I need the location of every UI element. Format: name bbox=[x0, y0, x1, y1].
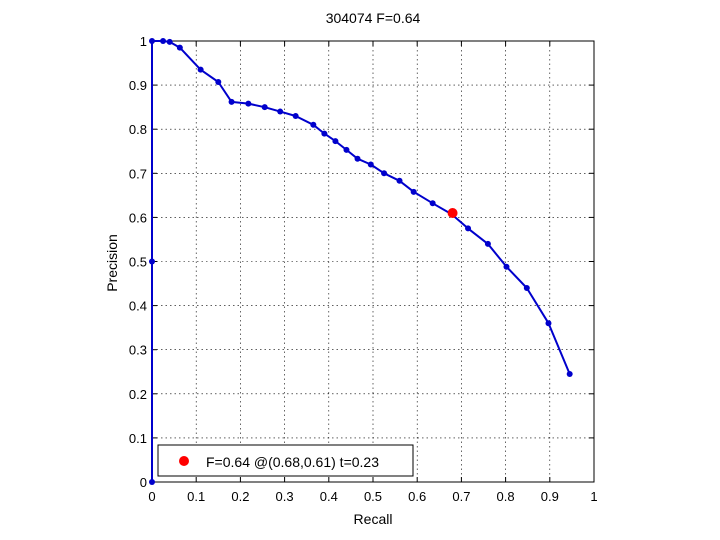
best-f-point bbox=[447, 207, 458, 218]
data-point bbox=[277, 108, 284, 115]
data-point bbox=[332, 138, 339, 145]
data-point bbox=[465, 225, 472, 232]
data-point bbox=[215, 79, 222, 86]
data-point bbox=[160, 38, 167, 44]
data-point bbox=[484, 240, 491, 247]
data-point bbox=[245, 100, 252, 107]
data-point bbox=[149, 258, 155, 265]
x-tick-label: 0.9 bbox=[541, 489, 559, 504]
y-tick-label: 0.9 bbox=[129, 78, 147, 93]
data-point bbox=[523, 284, 530, 291]
y-tick-label: 0.7 bbox=[129, 166, 147, 181]
data-point bbox=[310, 121, 317, 128]
data-point bbox=[149, 479, 155, 485]
x-axis-label: Recall bbox=[354, 511, 393, 527]
data-point bbox=[396, 177, 403, 184]
x-tick-labels: 0 0.1 0.2 0.3 0.4 0.5 0.6 0.7 0.8 0.9 1 bbox=[148, 489, 597, 504]
data-point bbox=[321, 130, 328, 137]
y-tick-label: 0.4 bbox=[129, 299, 147, 314]
data-point bbox=[367, 161, 374, 168]
legend-box bbox=[157, 444, 414, 477]
legend-marker bbox=[179, 456, 189, 466]
x-tick-label: 0.3 bbox=[276, 489, 294, 504]
data-point bbox=[429, 200, 436, 207]
y-tick-label: 0.6 bbox=[129, 210, 147, 225]
data-point bbox=[149, 38, 155, 44]
data-point bbox=[343, 146, 350, 153]
y-tick-label: 0 bbox=[140, 475, 147, 490]
x-tick-label: 0.6 bbox=[408, 489, 426, 504]
y-tick-label: 0.5 bbox=[129, 255, 147, 270]
data-point bbox=[503, 263, 510, 270]
data-point bbox=[176, 44, 183, 51]
grid-lines bbox=[152, 41, 594, 482]
legend: F=0.64 @(0.68,0.61) t=0.23 bbox=[157, 444, 414, 477]
data-point bbox=[197, 66, 204, 73]
data-point bbox=[381, 170, 388, 177]
x-tick-label: 0.4 bbox=[320, 489, 338, 504]
chart-title: 304074 F=0.64 bbox=[326, 10, 421, 26]
y-tick-label: 0.1 bbox=[129, 431, 147, 446]
data-point bbox=[566, 370, 573, 377]
x-tick-label: 0.7 bbox=[452, 489, 470, 504]
x-tick-label: 0.8 bbox=[497, 489, 515, 504]
data-point bbox=[261, 104, 268, 111]
legend-entry-label: F=0.64 @(0.68,0.61) t=0.23 bbox=[206, 454, 379, 470]
x-tick-label: 0.5 bbox=[364, 489, 382, 504]
x-tick-label: 0.2 bbox=[231, 489, 249, 504]
pr-curve-points bbox=[149, 38, 573, 485]
data-point bbox=[354, 155, 361, 162]
x-tick-label: 0.1 bbox=[187, 489, 205, 504]
y-tick-labels: 0 0.1 0.2 0.3 0.4 0.5 0.6 0.7 0.8 0.9 1 bbox=[129, 34, 147, 490]
y-tick-label: 1 bbox=[140, 34, 147, 49]
data-point bbox=[166, 38, 173, 45]
data-point bbox=[292, 112, 299, 119]
data-point bbox=[228, 98, 235, 105]
x-tick-label: 0 bbox=[148, 489, 155, 504]
y-axis-label: Precision bbox=[104, 234, 120, 292]
data-point bbox=[410, 188, 417, 195]
y-tick-label: 0.2 bbox=[129, 387, 147, 402]
y-tick-label: 0.8 bbox=[129, 122, 147, 137]
data-point bbox=[545, 320, 552, 327]
x-tick-label: 1 bbox=[590, 489, 597, 504]
y-tick-label: 0.3 bbox=[129, 343, 147, 358]
